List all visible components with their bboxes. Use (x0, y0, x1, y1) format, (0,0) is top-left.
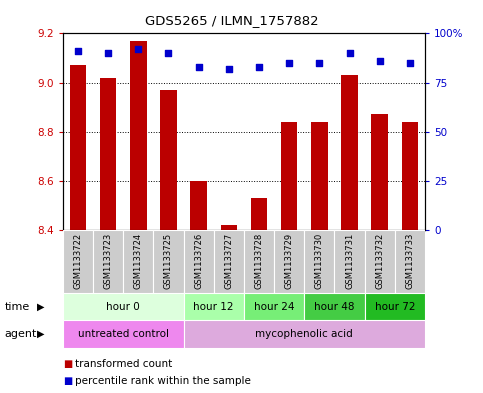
Text: untreated control: untreated control (78, 329, 169, 339)
Text: ■: ■ (63, 358, 72, 369)
Bar (63, 230, 93, 293)
Text: GSM1133733: GSM1133733 (405, 232, 414, 289)
Bar (123, 230, 154, 293)
Bar (130, 41, 146, 230)
Bar (341, 75, 358, 230)
Bar (184, 293, 244, 320)
Text: hour 0: hour 0 (106, 301, 140, 312)
Bar (244, 230, 274, 293)
Text: hour 48: hour 48 (314, 301, 355, 312)
Bar (274, 230, 304, 293)
Bar (184, 230, 213, 293)
Bar (334, 230, 365, 293)
Point (376, 58, 384, 64)
Text: GSM1133727: GSM1133727 (224, 232, 233, 289)
Text: GSM1133728: GSM1133728 (255, 232, 264, 289)
Bar (154, 230, 184, 293)
Bar (244, 293, 304, 320)
Point (285, 60, 293, 66)
Bar (100, 77, 116, 230)
Text: GSM1133723: GSM1133723 (103, 232, 113, 289)
Text: mycophenolic acid: mycophenolic acid (256, 329, 353, 339)
Text: percentile rank within the sample: percentile rank within the sample (75, 376, 251, 386)
Text: transformed count: transformed count (75, 358, 172, 369)
Text: GSM1133725: GSM1133725 (164, 232, 173, 288)
Text: ■: ■ (63, 376, 72, 386)
Bar (281, 122, 298, 230)
Bar (70, 65, 86, 230)
Text: GSM1133730: GSM1133730 (315, 232, 324, 289)
Point (134, 46, 142, 52)
Point (225, 66, 233, 72)
Point (104, 50, 112, 56)
Bar (184, 320, 425, 348)
Text: ▶: ▶ (37, 301, 45, 312)
Bar (63, 293, 184, 320)
Text: GSM1133724: GSM1133724 (134, 232, 143, 288)
Text: ▶: ▶ (37, 329, 45, 339)
Bar (221, 225, 237, 230)
Point (346, 50, 354, 56)
Bar (251, 198, 267, 230)
Bar (93, 230, 123, 293)
Point (406, 60, 414, 66)
Text: GSM1133722: GSM1133722 (73, 232, 83, 288)
Bar (213, 230, 244, 293)
Bar (365, 293, 425, 320)
Text: GSM1133729: GSM1133729 (284, 232, 294, 288)
Text: GSM1133732: GSM1133732 (375, 232, 384, 289)
Text: time: time (5, 301, 30, 312)
Text: agent: agent (5, 329, 37, 339)
Bar (395, 230, 425, 293)
Point (74, 48, 82, 54)
Bar (304, 230, 334, 293)
Point (315, 60, 323, 66)
Text: GDS5265 / ILMN_1757882: GDS5265 / ILMN_1757882 (145, 14, 319, 27)
Bar (304, 293, 365, 320)
Text: GSM1133731: GSM1133731 (345, 232, 354, 289)
Point (195, 64, 202, 70)
Bar (365, 230, 395, 293)
Bar (371, 114, 388, 230)
Text: hour 12: hour 12 (194, 301, 234, 312)
Text: hour 72: hour 72 (375, 301, 415, 312)
Bar (311, 122, 327, 230)
Bar (402, 122, 418, 230)
Point (255, 64, 263, 70)
Point (165, 50, 172, 56)
Bar (160, 90, 177, 230)
Text: hour 24: hour 24 (254, 301, 294, 312)
Text: GSM1133726: GSM1133726 (194, 232, 203, 289)
Bar (63, 320, 184, 348)
Bar (190, 181, 207, 230)
